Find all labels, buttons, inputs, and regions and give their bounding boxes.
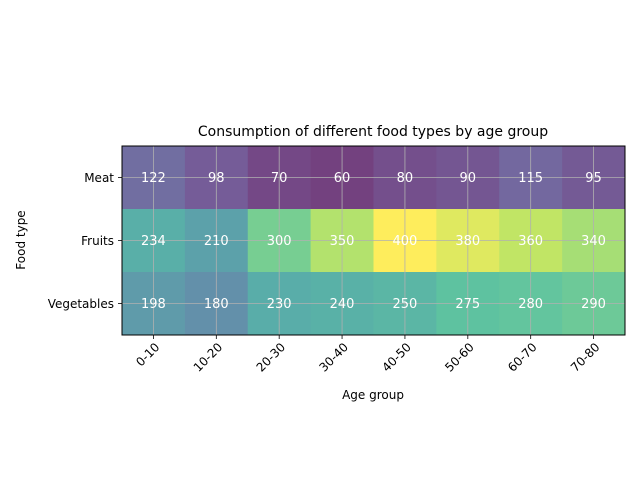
cell-value-label: 80 (397, 171, 414, 186)
cell-value-label: 275 (455, 297, 480, 312)
grid-lines (122, 146, 625, 335)
cell-value-label: 350 (330, 234, 355, 249)
x-tick-label: 0-10 (133, 340, 162, 369)
cell-labels: 122 98 70 60 80 90 115 95 234 210 300 350 400 380 360 3… (141, 171, 606, 312)
cell-value-label: 380 (455, 234, 480, 249)
x-tick-label: 60-70 (505, 340, 540, 375)
cell-value-label: 70 (271, 171, 288, 186)
cell-value-label: 98 (208, 171, 225, 186)
chart-title: Consumption of different food types by a… (198, 124, 548, 140)
x-tick-label: 20-30 (254, 340, 289, 375)
x-tick-label: 70-80 (568, 340, 603, 375)
y-tick-label: Fruits (81, 234, 114, 248)
y-tick-label: Meat (84, 171, 114, 185)
cell-value-label: 280 (518, 297, 543, 312)
x-tick-label: 40-50 (379, 340, 414, 375)
cell-value-label: 230 (267, 297, 292, 312)
x-axis-label: Age group (342, 388, 404, 402)
y-axis-label: Food type (14, 210, 28, 269)
cell-value-label: 240 (330, 297, 355, 312)
cell-value-label: 234 (141, 234, 166, 249)
cell-value-label: 95 (585, 171, 602, 186)
x-tick-label: 50-60 (442, 340, 477, 375)
x-tick-label: 10-20 (191, 340, 226, 375)
cell-value-label: 60 (334, 171, 351, 186)
cell-value-label: 198 (141, 297, 166, 312)
cell-value-label: 90 (460, 171, 477, 186)
cell-value-label: 360 (518, 234, 543, 249)
cell-value-label: 122 (141, 171, 166, 186)
cell-value-label: 250 (393, 297, 418, 312)
cell-value-label: 340 (581, 234, 606, 249)
cell-value-label: 300 (267, 234, 292, 249)
cell-value-label: 115 (518, 171, 543, 186)
cell-value-label: 290 (581, 297, 606, 312)
cell-value-label: 210 (204, 234, 229, 249)
x-axis-ticks: 0-10 10-20 20-30 30-40 40-50 50-60 60-70 70-80 (133, 335, 603, 375)
y-axis-ticks: Meat Fruits Vegetables (48, 171, 122, 311)
x-tick-label: 30-40 (316, 340, 351, 375)
cell-value-label: 400 (393, 234, 418, 249)
cell-value-label: 180 (204, 297, 229, 312)
y-tick-label: Vegetables (48, 297, 114, 311)
